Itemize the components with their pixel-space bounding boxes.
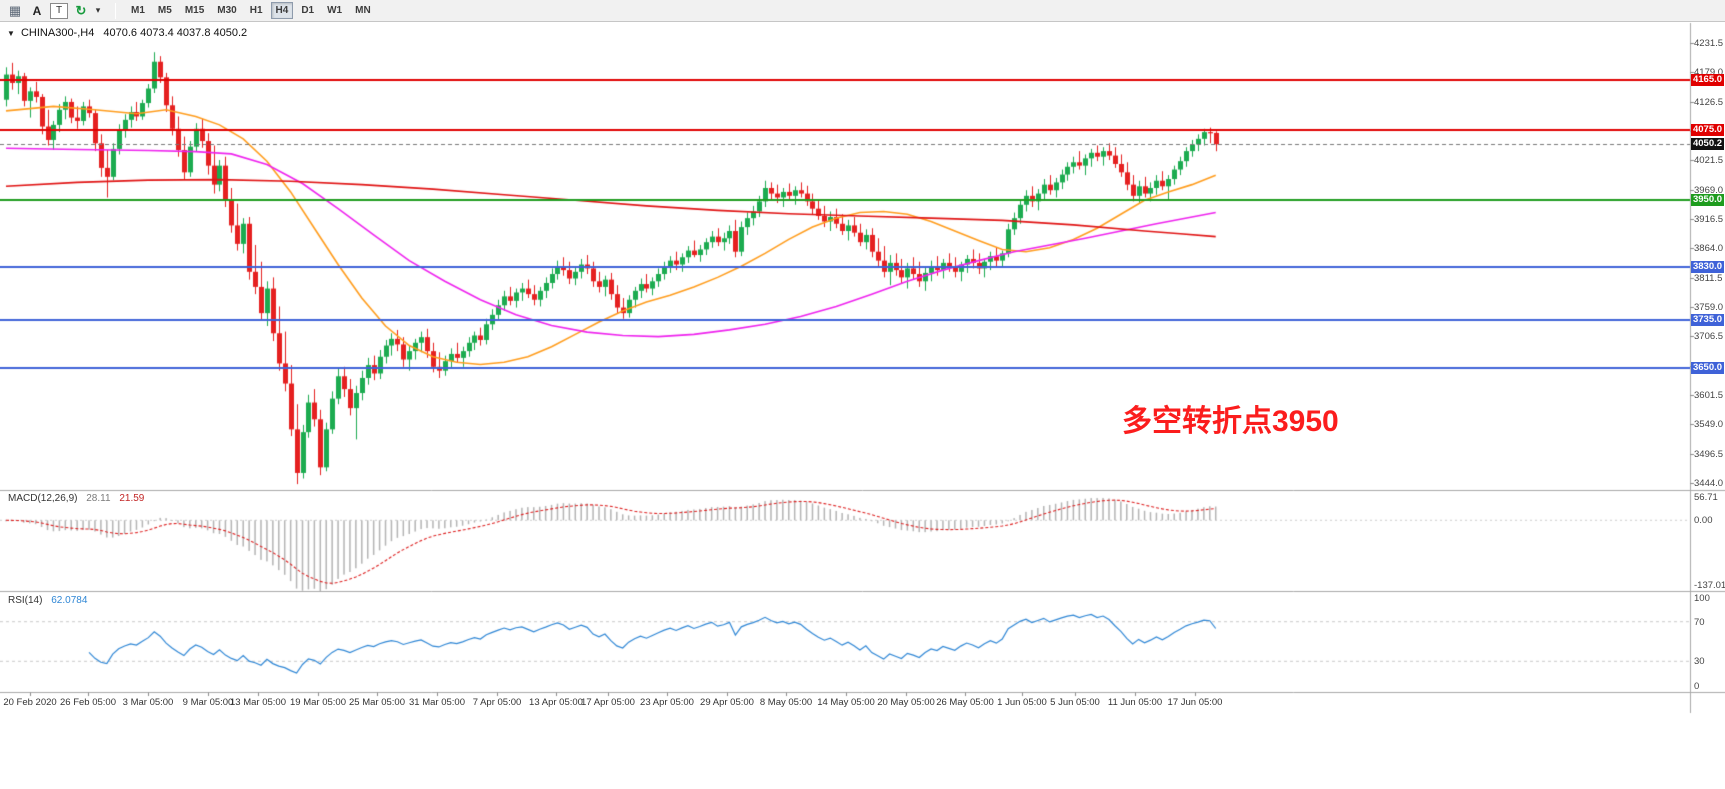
chart-ohlc-readout: 4070.6 4073.4 4037.8 4050.2 (103, 27, 248, 39)
macd-value-main: 28.11 (86, 493, 111, 504)
timeframe-m1[interactable]: M1 (131, 5, 145, 16)
dropdown-caret-icon[interactable]: ▾ (95, 5, 101, 15)
text-annotation-button[interactable]: A (32, 3, 42, 18)
macd-label: MACD(12,26,9) 28.11 21.59 (8, 493, 144, 504)
macd-value-signal: 21.59 (119, 493, 145, 504)
toolbar: ▦ A T ↻ ▾ M1 M5 M15 M30 H1 H4 D1 W1 MN (0, 0, 1725, 22)
price-scale[interactable] (1691, 23, 1725, 713)
timeframe-h4[interactable]: H4 (270, 2, 294, 19)
timeframe-group: M1 M5 M15 M30 H1 H4 D1 W1 MN (126, 2, 376, 19)
timeframe-d1[interactable]: D1 (301, 5, 315, 16)
grid-icon[interactable]: ▦ (8, 2, 22, 18)
timeframe-w1[interactable]: W1 (327, 5, 343, 16)
timeframe-mn[interactable]: MN (355, 5, 371, 16)
rsi-name: RSI(14) (8, 595, 43, 606)
chart-symbol-period: CHINA300-,H4 (20, 27, 95, 39)
cycle-icon[interactable]: ↻ (75, 2, 87, 18)
timeframe-h1[interactable]: H1 (249, 5, 263, 16)
timeframe-m5[interactable]: M5 (157, 5, 172, 16)
macd-name: MACD(12,26,9) (8, 493, 78, 504)
chart-annotation[interactable]: 多空转折点3950 (1122, 405, 1339, 438)
timeframe-m30[interactable]: M30 (217, 5, 237, 16)
collapse-triangle-icon[interactable]: ▼ (7, 29, 15, 38)
rsi-value: 62.0784 (51, 595, 88, 606)
chart-title: ▼ CHINA300-,H4 4070.6 4073.4 4037.8 4050… (7, 27, 247, 39)
rsi-label: RSI(14) 62.0784 (8, 595, 87, 606)
text-tool-button[interactable]: T (50, 2, 68, 19)
timeframe-m15[interactable]: M15 (184, 5, 205, 16)
toolbar-separator (115, 2, 116, 19)
